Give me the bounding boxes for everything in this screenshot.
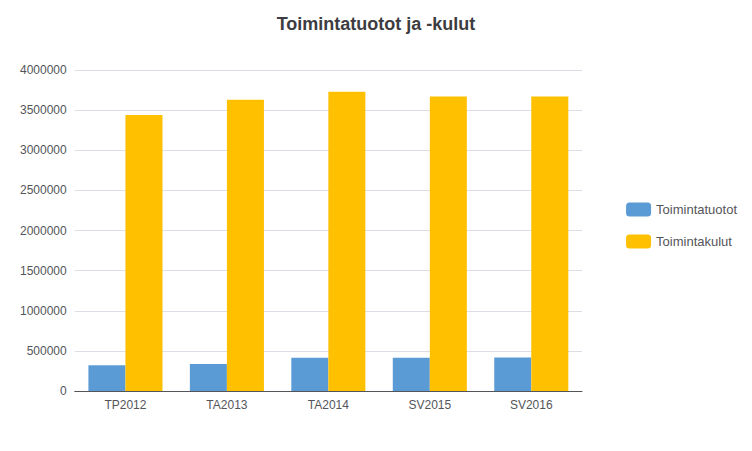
svg-text:4000000: 4000000 (20, 63, 67, 77)
svg-text:TA2013: TA2013 (206, 398, 247, 412)
svg-text:0: 0 (60, 384, 67, 398)
svg-text:SV2016: SV2016 (510, 398, 553, 412)
svg-text:1500000: 1500000 (20, 264, 67, 278)
svg-text:1000000: 1000000 (20, 304, 67, 318)
svg-text:Toimintakulut: Toimintakulut (656, 234, 732, 249)
svg-text:Toimintatuotot ja -kulut: Toimintatuotot ja -kulut (277, 14, 476, 34)
svg-text:Toimintatuotot: Toimintatuotot (656, 202, 737, 217)
svg-text:TP2012: TP2012 (104, 398, 146, 412)
svg-text:2500000: 2500000 (20, 183, 67, 197)
svg-text:3000000: 3000000 (20, 143, 67, 157)
svg-text:3500000: 3500000 (20, 103, 67, 117)
svg-text:500000: 500000 (27, 344, 67, 358)
svg-text:TA2014: TA2014 (308, 398, 349, 412)
svg-text:2000000: 2000000 (20, 224, 67, 238)
svg-text:SV2015: SV2015 (408, 398, 451, 412)
